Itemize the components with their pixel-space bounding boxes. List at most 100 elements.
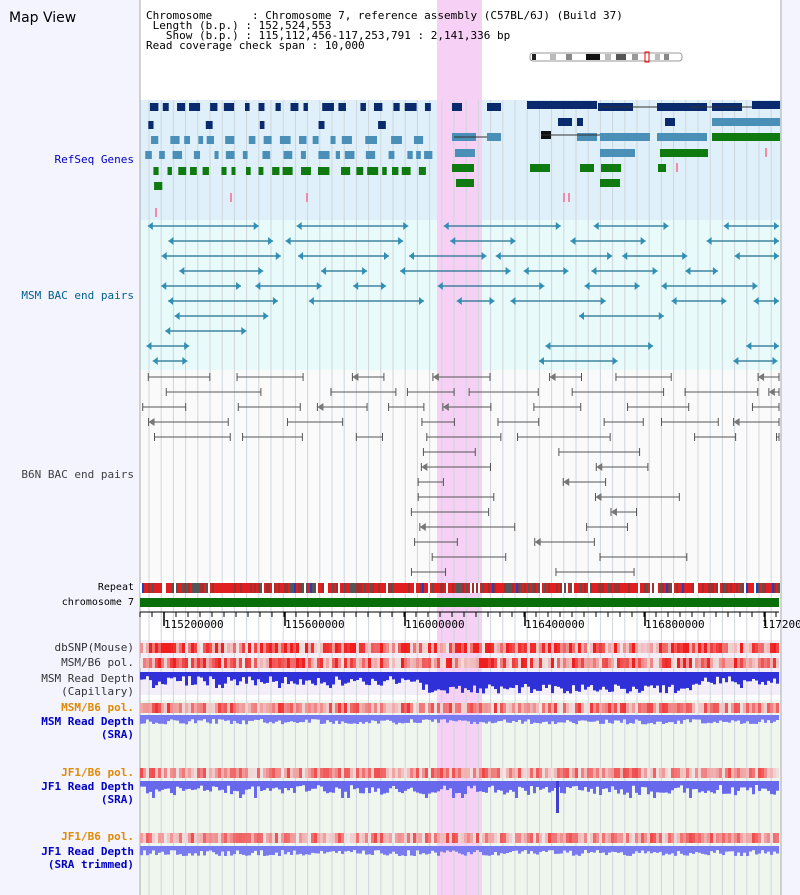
jf1-trimmed-depth-bar [452, 846, 455, 851]
bac-end-marker [419, 523, 426, 531]
repeat-element [226, 583, 228, 593]
msm-pol-sra-cell [527, 703, 530, 713]
msm-sra-depth-bar [326, 715, 329, 721]
dbsnp-cell [209, 643, 212, 653]
jf1-trimmed-depth-bar [584, 846, 587, 851]
msm-capillary-depth-bar [542, 672, 545, 685]
repeat-element [420, 583, 422, 593]
msm-pol-sra-cell [731, 703, 734, 713]
gene-exon [283, 151, 293, 159]
jf1-trimmed-depth-bar [200, 846, 203, 852]
gene-exon [202, 167, 209, 175]
jf1-sra-depth-bar [470, 781, 473, 789]
msm-capillary-depth-bar [743, 672, 746, 681]
track-label-dbsnp[interactable]: dbSNP(Mouse) [54, 641, 134, 654]
repeat-element [748, 583, 750, 593]
msm-pol-sra-cell [518, 703, 521, 713]
track-label-msm-depth-capillary[interactable]: MSM Read Depth [41, 672, 134, 685]
jf1-pol-trimmed-cell [332, 833, 335, 843]
repeat-element [252, 583, 254, 593]
track-label-msm-depth-sra[interactable]: MSM Read Depth [41, 715, 134, 728]
msm-sra-depth-bar [584, 715, 587, 721]
dbsnp-cell [302, 643, 305, 653]
repeat-element [766, 583, 768, 593]
track-label-chromosome[interactable]: chromosome 7 [61, 597, 134, 608]
msm-capillary-depth-bar [635, 672, 638, 690]
msm-capillary-depth-bar [338, 672, 341, 680]
jf1-pol-trimmed-cell [308, 833, 311, 843]
track-label-refseq-genes[interactable]: RefSeq Genes [54, 153, 134, 166]
bac-end-marker [538, 357, 544, 365]
bac-end-marker [168, 237, 174, 245]
msm-sra-depth-bar [278, 715, 281, 721]
jf1-pol-trimmed-cell [194, 833, 197, 843]
msm-sra-depth-bar [242, 715, 245, 721]
msm-capillary-depth-bar [158, 672, 161, 682]
msm-capillary-depth-bar [731, 672, 734, 682]
jf1-pol-cell [164, 768, 167, 778]
track-label-msm-b6-pol-sra[interactable]: MSM/B6 pol. [61, 701, 134, 714]
jf1-pol-cell [500, 768, 503, 778]
dbsnp-cell [407, 643, 410, 653]
jf1-trimmed-depth-bar [602, 846, 605, 853]
track-label-jf1-depth-sra[interactable]: JF1 Read Depth [41, 780, 134, 793]
jf1-trimmed-depth-bar [695, 846, 698, 853]
track-label-jf1-pol[interactable]: JF1/B6 pol. [61, 766, 134, 779]
repeat-element [656, 583, 658, 593]
msm-pol-sra-cell [593, 703, 596, 713]
jf1-pol-trimmed-cell [476, 833, 479, 843]
track-label-b6n-bac[interactable]: B6N BAC end pairs [21, 468, 134, 481]
track-label-repeat[interactable]: Repeat [97, 582, 134, 593]
jf1-trimmed-depth-bar [380, 846, 383, 854]
dbsnp-cell [773, 643, 776, 653]
jf1-pol-cell [731, 768, 734, 778]
repeat-element [386, 583, 388, 593]
track-label-jf1-depth-trimmed[interactable]: JF1 Read Depth [41, 845, 134, 858]
msm-pol-sra-cell [698, 703, 701, 713]
jf1-sra-depth-bar [305, 781, 308, 792]
jf1-sra-depth-bar [446, 781, 449, 791]
track-label-msm-bac[interactable]: MSM BAC end pairs [21, 289, 134, 302]
jf1-sra-depth-bar [512, 781, 515, 792]
msm-capillary-depth-bar [740, 672, 743, 688]
jf1-sra-depth-bar [251, 781, 254, 787]
jf1-pol-cell [368, 768, 371, 778]
dbsnp-cell [743, 643, 746, 653]
jf1-pol-trimmed-cell [479, 833, 482, 843]
msm-pol-cell [320, 658, 323, 668]
jf1-sra-depth-bar [515, 781, 518, 798]
msm-sra-depth-bar [203, 715, 206, 720]
track-label-jf1-pol-trimmed[interactable]: JF1/B6 pol. [61, 830, 134, 843]
jf1-pol-trimmed-cell [557, 833, 560, 843]
msm-sra-depth-bar [392, 715, 395, 723]
msm-pol-cell [707, 658, 710, 668]
gene-exon [189, 167, 197, 175]
jf1-pol-cell [512, 768, 515, 778]
msm-pol-cell [281, 658, 284, 668]
msm-sra-depth-bar [743, 715, 746, 724]
msm-sra-depth-bar [710, 715, 713, 724]
jf1-pol-trimmed-cell [191, 833, 194, 843]
msm-sra-depth-bar [380, 715, 383, 721]
msm-capillary-depth-bar [383, 672, 386, 682]
msm-sra-depth-bar [335, 715, 338, 721]
jf1-trimmed-depth-bar [560, 846, 563, 854]
msm-pol-cell [746, 658, 749, 668]
track-label-msm-b6-pol[interactable]: MSM/B6 pol. [61, 656, 134, 669]
repeat-element [500, 583, 502, 593]
jf1-pol-cell [773, 768, 776, 778]
msm-pol-sra-cell [257, 703, 260, 713]
repeat-element [230, 583, 232, 593]
jf1-trimmed-depth-bar [251, 846, 254, 853]
jf1-sra-depth-bar [395, 781, 398, 789]
msm-capillary-depth-bar [350, 672, 353, 680]
bac-end-marker [421, 463, 428, 471]
msm-capillary-depth-bar [260, 672, 263, 683]
msm-pol-cell [749, 658, 752, 668]
jf1-trimmed-depth-bar [626, 846, 629, 856]
repeat-element [430, 583, 432, 593]
bac-end-marker [489, 297, 495, 305]
msm-pol-cell [251, 658, 254, 668]
msm-pol-sra-cell [281, 703, 284, 713]
